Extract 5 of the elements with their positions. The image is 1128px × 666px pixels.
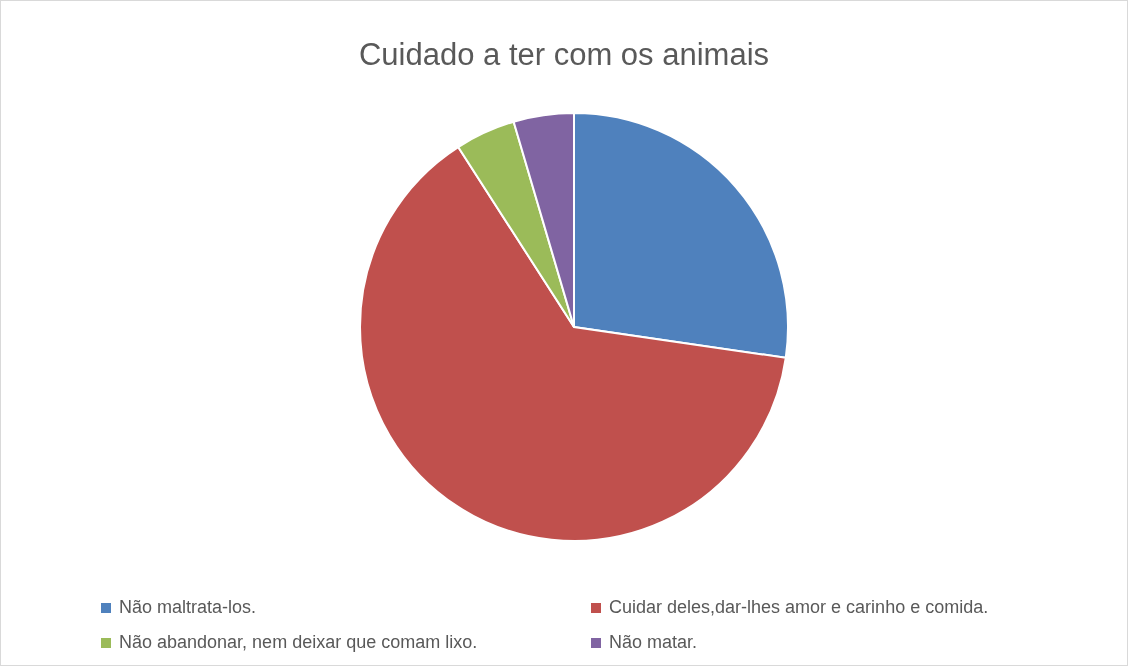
legend-label: Não abandonar, nem deixar que comam lixo. [119,632,478,653]
legend-label: Cuidar deles,dar-lhes amor e carinho e comida. [609,597,989,618]
chart-title: Cuidado a ter com os animais [357,37,771,73]
legend-label: Não maltrata-los. [119,597,257,618]
legend-label: Não matar. [609,632,698,653]
